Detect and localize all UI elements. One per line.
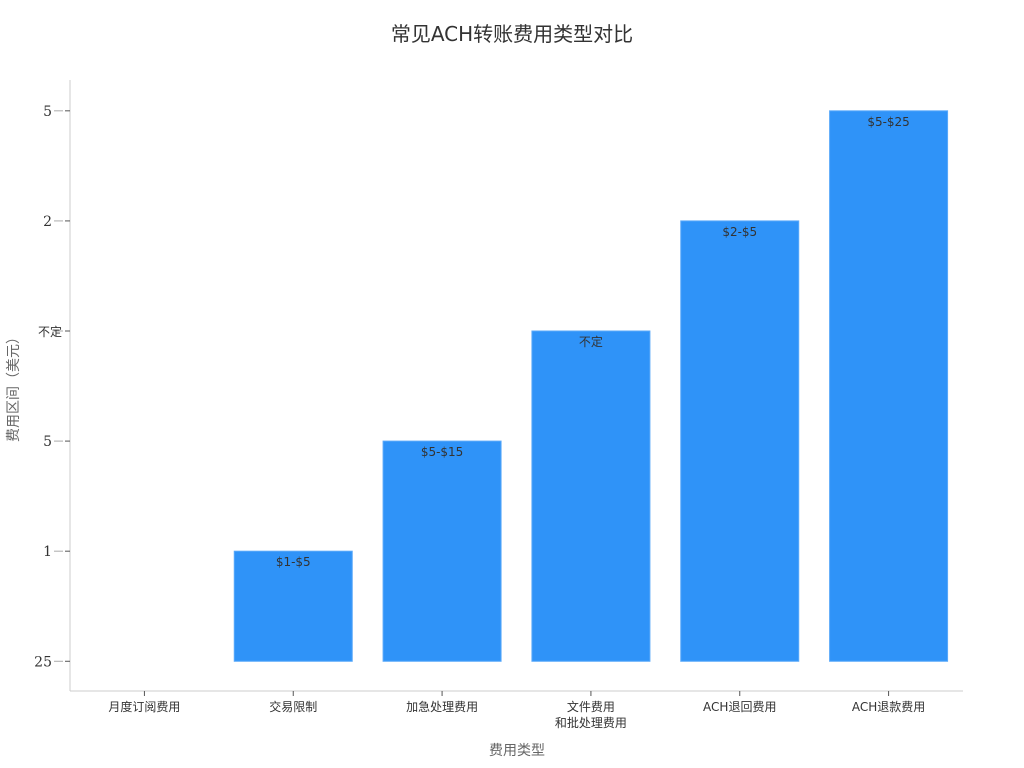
y-tick-label: 5 <box>43 434 52 450</box>
y-tick-label: 25 <box>34 654 52 670</box>
x-tick-label: 文件费用 <box>567 699 615 714</box>
x-tick-label: ACH退回费用 <box>703 700 776 714</box>
y-tick-label: 5 <box>43 104 52 120</box>
data-label: $5-$15 <box>421 445 464 459</box>
x-tick-label: 和批处理费用 <box>555 715 627 730</box>
bar <box>233 550 353 662</box>
bar <box>829 110 949 662</box>
x-tick-label: 月度订阅费用 <box>108 699 180 714</box>
y-tick-label: 不定 <box>38 324 62 339</box>
x-tick-label: 交易限制 <box>269 699 317 714</box>
x-tick-label: ACH退款费用 <box>852 700 925 714</box>
y-tick-label: 2 <box>43 214 52 230</box>
data-label: 不定 <box>579 334 603 349</box>
data-label: $5-$25 <box>867 115 910 129</box>
bar <box>382 440 502 662</box>
y-axis-label: 费用区间（美元） <box>6 330 22 442</box>
bar <box>531 330 651 662</box>
data-label: $2-$5 <box>722 225 757 239</box>
x-axis-label: 费用类型 <box>489 743 545 759</box>
x-tick-label: 加急处理费用 <box>406 699 478 714</box>
y-tick-label: 1 <box>43 544 52 560</box>
bar <box>680 220 800 662</box>
data-label: $1-$5 <box>276 555 311 569</box>
chart-title: 常见ACH转账费用类型对比 <box>390 22 634 46</box>
